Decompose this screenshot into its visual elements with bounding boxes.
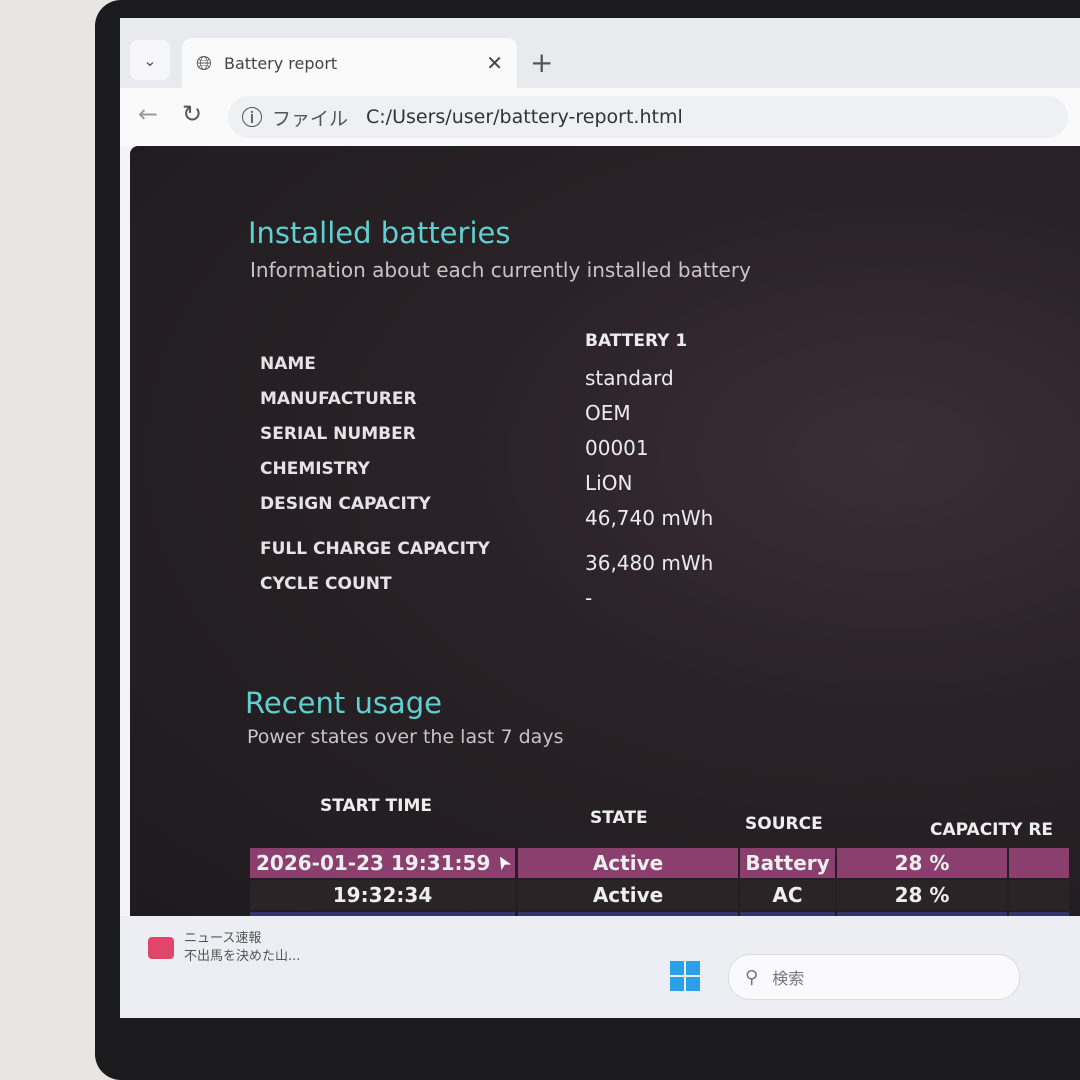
header-start-time: START TIME (320, 796, 432, 816)
cell-capacity: 28 % (837, 880, 1007, 910)
spec-label: NAME (260, 354, 316, 374)
cell-state: Active (518, 880, 738, 910)
installed-title: Installed batteries (248, 216, 511, 250)
screen: ⌄ 🌐︎ Battery report ✕ + ← ↻ i ファイル C:/Us… (120, 18, 1080, 1018)
spec-label: CHEMISTRY (260, 459, 370, 479)
battery-column-header: BATTERY 1 (585, 331, 688, 351)
cell-source: AC (740, 880, 835, 910)
new-tab-button[interactable]: + (530, 46, 554, 79)
address-bar-row: ← ↻ i ファイル C:/Users/user/battery-report.… (120, 88, 1080, 146)
spec-value: LiON (585, 471, 633, 495)
windows-start-icon[interactable] (670, 961, 700, 991)
header-source: SOURCE (745, 814, 823, 834)
cell-capacity: 28 % (837, 848, 1007, 878)
tab-list-button[interactable]: ⌄ (130, 40, 170, 80)
header-state: STATE (590, 808, 648, 828)
cell-time: 2026-01-23 19:31:59 (250, 848, 515, 878)
tab-bar: ⌄ 🌐︎ Battery report ✕ + (120, 18, 1080, 88)
reload-icon[interactable]: ↻ (182, 100, 203, 128)
cell-state: Active (518, 848, 738, 878)
news-text: 不出馬を決めた山... (184, 949, 301, 964)
spec-value: 36,480 mWh (585, 551, 714, 575)
spec-label: DESIGN CAPACITY (260, 494, 431, 514)
header-capacity: CAPACITY RE (930, 820, 1054, 840)
cell-truncated (1009, 880, 1069, 910)
news-icon (148, 937, 174, 959)
spec-label: SERIAL NUMBER (260, 424, 416, 444)
info-icon[interactable]: i (242, 107, 262, 127)
recent-title: Recent usage (245, 686, 442, 720)
taskbar-search[interactable]: ⚲ 検索 (728, 954, 1020, 1000)
tab-battery-report[interactable]: 🌐︎ Battery report ✕ (182, 38, 517, 88)
search-placeholder: 検索 (772, 969, 805, 988)
cell-time: 19:32:34 (250, 880, 515, 910)
url-text[interactable]: C:/Users/user/battery-report.html (366, 106, 683, 128)
close-tab-icon[interactable]: ✕ (486, 51, 503, 75)
tab-title: Battery report (224, 53, 338, 73)
spec-value: 00001 (585, 436, 649, 460)
spec-value: OEM (585, 401, 631, 425)
search-icon: ⚲ (745, 966, 759, 988)
installed-subtitle: Information about each currently install… (250, 258, 751, 282)
chevron-down-icon: ⌄ (143, 50, 157, 70)
spec-label: MANUFACTURER (260, 389, 417, 409)
cell-truncated (1009, 848, 1069, 878)
spec-value: - (585, 586, 593, 610)
spec-value: standard (585, 366, 674, 390)
spec-value: 46,740 mWh (585, 506, 714, 530)
cell-source: Battery (740, 848, 835, 878)
battery-report-page: Installed batteries Information about ea… (130, 146, 1080, 974)
recent-subtitle: Power states over the last 7 days (247, 726, 564, 748)
news-widget[interactable]: ニュース速報不出馬を決めた山... (148, 930, 300, 966)
address-bar[interactable]: i ファイル C:/Users/user/battery-report.html (228, 96, 1068, 138)
globe-icon: 🌐︎ (196, 51, 212, 75)
file-label: ファイル (272, 107, 349, 130)
taskbar: ニュース速報不出馬を決めた山... ⚲ 検索 (120, 916, 1080, 1018)
spec-label: CYCLE COUNT (260, 574, 392, 594)
news-title: ニュース速報 (184, 931, 262, 946)
spec-label: FULL CHARGE CAPACITY (260, 539, 490, 559)
back-icon[interactable]: ← (138, 100, 159, 128)
